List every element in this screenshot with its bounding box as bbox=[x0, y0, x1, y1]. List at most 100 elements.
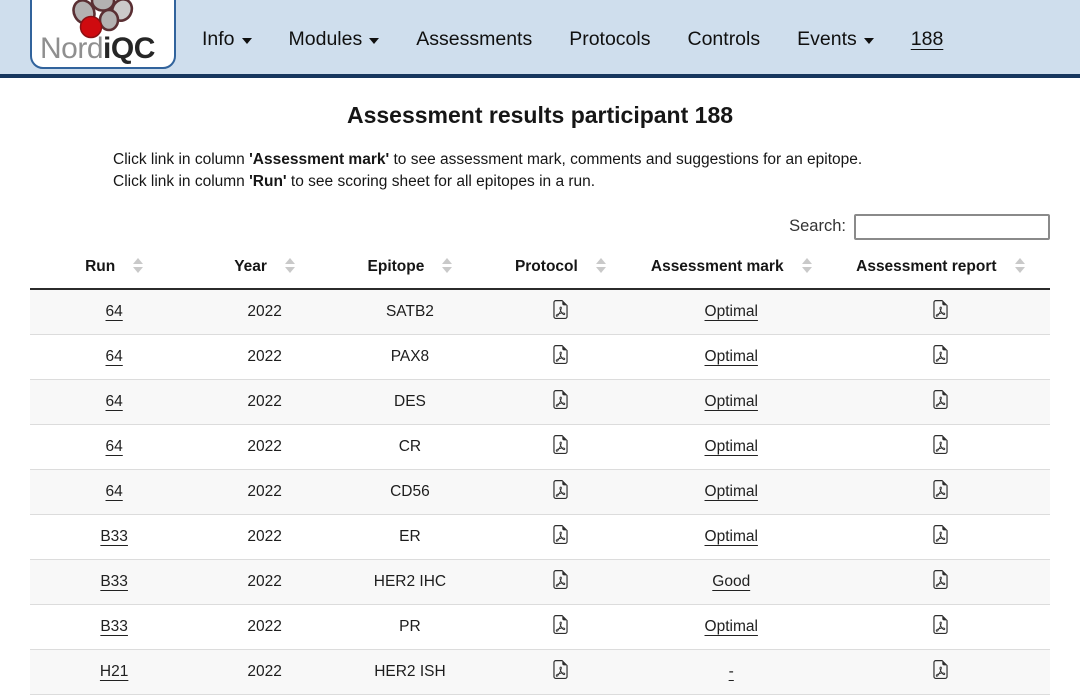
run-link[interactable]: 64 bbox=[105, 437, 123, 455]
run-link[interactable]: B33 bbox=[100, 527, 128, 545]
report-pdf-link[interactable] bbox=[931, 434, 950, 454]
assessment-mark-link[interactable]: Optimal bbox=[704, 302, 758, 320]
protocol-pdf-link[interactable] bbox=[551, 299, 570, 319]
sort-icon bbox=[284, 258, 295, 274]
pdf-icon bbox=[553, 299, 568, 319]
report-pdf-link[interactable] bbox=[931, 389, 950, 409]
epitope-value: PR bbox=[399, 617, 421, 635]
run-link[interactable]: 64 bbox=[105, 347, 123, 365]
assessment-report-cell bbox=[831, 289, 1050, 335]
pdf-icon bbox=[553, 434, 568, 454]
assessment-mark-link[interactable]: Optimal bbox=[704, 527, 758, 545]
year-cell: 2022 bbox=[198, 334, 331, 379]
nav-item-participant-188[interactable]: 188 bbox=[911, 28, 944, 51]
run-cell: 64 bbox=[30, 424, 198, 469]
nav-item-modules[interactable]: Modules bbox=[289, 28, 380, 51]
nav-item-controls[interactable]: Controls bbox=[688, 28, 761, 51]
nordiqc-logo[interactable]: NordiQC bbox=[30, 0, 176, 69]
table-row: 64 2022 PAX8 Optimal bbox=[30, 334, 1050, 380]
assessment-mark-link[interactable]: - bbox=[728, 662, 734, 680]
logo-inner: NordiQC bbox=[32, 0, 174, 67]
search-row: Search: bbox=[30, 213, 1050, 240]
protocol-cell bbox=[489, 469, 632, 514]
run-link[interactable]: 64 bbox=[105, 392, 123, 410]
instruction-line-1: Click link in column 'Assessment mark' t… bbox=[113, 151, 863, 168]
report-pdf-link[interactable] bbox=[931, 479, 950, 499]
protocol-cell bbox=[489, 379, 632, 424]
protocol-pdf-link[interactable] bbox=[551, 434, 570, 454]
pdf-icon bbox=[553, 614, 568, 634]
protocol-pdf-link[interactable] bbox=[551, 389, 570, 409]
pdf-icon bbox=[553, 479, 568, 499]
run-link[interactable]: 64 bbox=[105, 302, 123, 320]
protocol-pdf-link[interactable] bbox=[551, 524, 570, 544]
run-cell: H21 bbox=[30, 649, 198, 694]
report-pdf-link[interactable] bbox=[931, 299, 950, 319]
pdf-icon bbox=[553, 524, 568, 544]
column-header-protocol[interactable]: Protocol bbox=[489, 248, 632, 289]
table-header-row: Run Year Epitope Protocol Assessment mar… bbox=[30, 248, 1050, 289]
protocol-pdf-link[interactable] bbox=[551, 569, 570, 589]
epitope-value: SATB2 bbox=[385, 302, 434, 320]
nav-label: Modules bbox=[288, 27, 363, 50]
nav-item-protocols[interactable]: Protocols bbox=[569, 28, 650, 51]
assessment-report-cell bbox=[831, 649, 1050, 694]
protocol-cell bbox=[489, 649, 632, 694]
sort-icon bbox=[801, 258, 812, 274]
year-cell: 2022 bbox=[198, 289, 331, 335]
assessment-mark-link[interactable]: Optimal bbox=[704, 437, 758, 455]
year-cell: 2022 bbox=[198, 604, 331, 649]
epitope-cell: HER2 ISH bbox=[331, 649, 489, 694]
pdf-icon bbox=[933, 659, 948, 679]
nav-item-assessments[interactable]: Assessments bbox=[416, 28, 532, 51]
logo-text: NordiQC bbox=[40, 34, 155, 64]
table-row: B33 2022 PR Optimal bbox=[30, 604, 1050, 650]
epitope-cell: SATB2 bbox=[331, 289, 489, 335]
report-pdf-link[interactable] bbox=[931, 614, 950, 634]
nav-item-info[interactable]: Info bbox=[202, 28, 252, 51]
column-header-assessment-report[interactable]: Assessment report bbox=[831, 248, 1050, 289]
main-content: Assessment results participant 188 Click… bbox=[0, 102, 1080, 695]
protocol-pdf-link[interactable] bbox=[551, 659, 570, 679]
report-pdf-link[interactable] bbox=[931, 344, 950, 364]
pdf-icon bbox=[933, 434, 948, 454]
column-header-year[interactable]: Year bbox=[198, 248, 331, 289]
run-cell: B33 bbox=[30, 604, 198, 649]
pdf-icon bbox=[933, 299, 948, 319]
sort-icon bbox=[595, 258, 606, 274]
report-pdf-link[interactable] bbox=[931, 524, 950, 544]
assessment-mark-link[interactable]: Optimal bbox=[704, 482, 758, 500]
run-cell: B33 bbox=[30, 514, 198, 559]
run-link[interactable]: B33 bbox=[100, 617, 128, 635]
run-link[interactable]: B33 bbox=[100, 572, 128, 590]
assessment-report-cell bbox=[831, 559, 1050, 604]
assessment-mark-cell: Optimal bbox=[632, 469, 831, 514]
assessment-mark-link[interactable]: Optimal bbox=[704, 347, 758, 365]
report-pdf-link[interactable] bbox=[931, 569, 950, 589]
epitope-value: DES bbox=[394, 392, 426, 410]
protocol-pdf-link[interactable] bbox=[551, 614, 570, 634]
pdf-icon bbox=[933, 614, 948, 634]
assessment-report-cell bbox=[831, 514, 1050, 559]
column-header-assessment-mark[interactable]: Assessment mark bbox=[632, 248, 831, 289]
protocol-pdf-link[interactable] bbox=[551, 479, 570, 499]
assessment-mark-link[interactable]: Good bbox=[712, 572, 751, 590]
run-link[interactable]: 64 bbox=[105, 482, 123, 500]
year-cell: 2022 bbox=[198, 559, 331, 604]
assessment-mark-link[interactable]: Optimal bbox=[704, 617, 758, 635]
run-cell: 64 bbox=[30, 379, 198, 424]
assessment-report-cell bbox=[831, 469, 1050, 514]
protocol-pdf-link[interactable] bbox=[551, 344, 570, 364]
nav-item-events[interactable]: Events bbox=[797, 28, 874, 51]
page-title: Assessment results participant 188 bbox=[346, 102, 734, 128]
column-header-run[interactable]: Run bbox=[30, 248, 198, 289]
nav-label: Events bbox=[797, 27, 857, 50]
search-input[interactable] bbox=[854, 213, 1050, 240]
column-header-epitope[interactable]: Epitope bbox=[331, 248, 489, 289]
report-pdf-link[interactable] bbox=[931, 659, 950, 679]
protocol-cell bbox=[489, 604, 632, 649]
assessment-mark-link[interactable]: Optimal bbox=[704, 392, 758, 410]
year-value: 2022 bbox=[247, 482, 282, 500]
year-value: 2022 bbox=[247, 527, 282, 545]
run-link[interactable]: H21 bbox=[99, 662, 129, 680]
